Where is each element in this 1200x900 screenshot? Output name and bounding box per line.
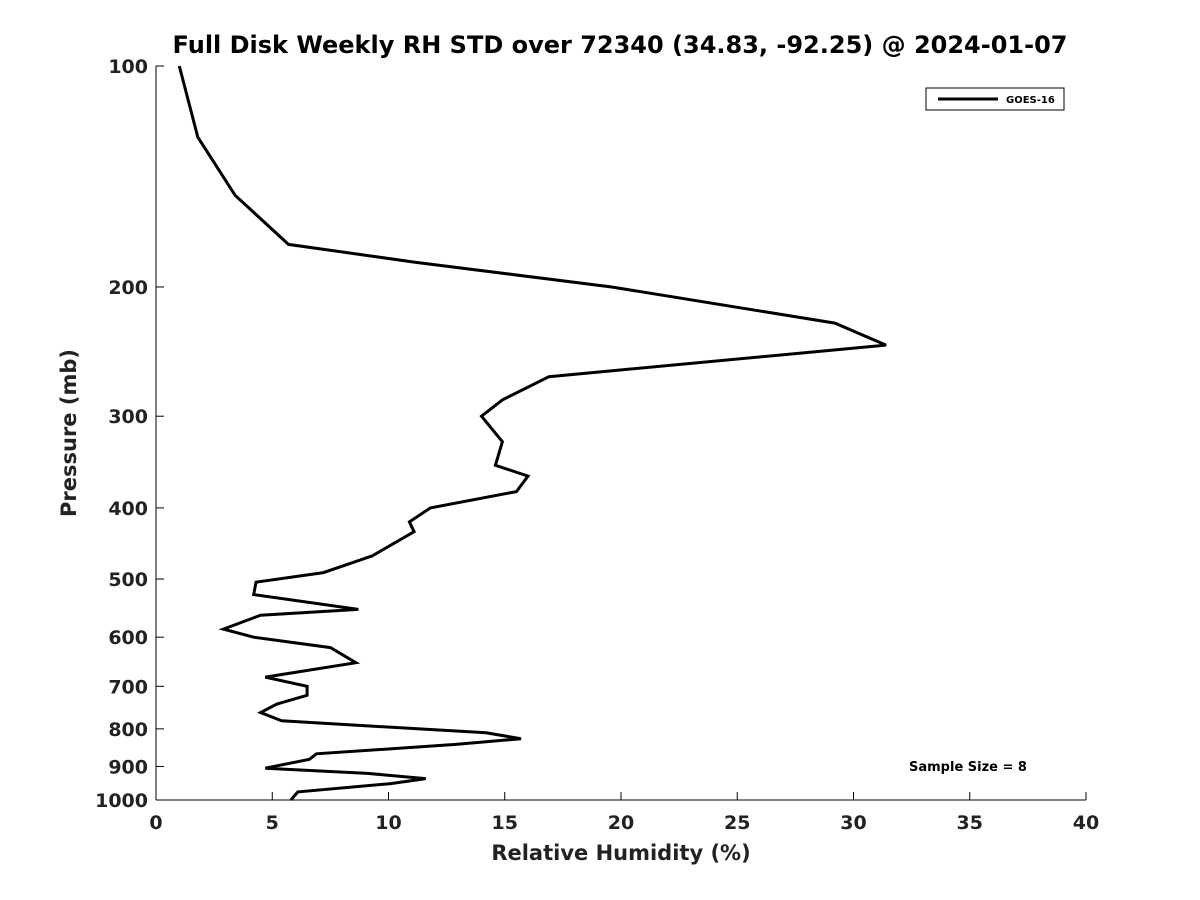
x-tick-label: 20 — [608, 812, 634, 834]
x-tick-label: 15 — [492, 812, 518, 834]
y-tick-label: 700 — [108, 676, 148, 698]
x-ticks: 0 5 10 15 20 25 30 35 40 — [149, 792, 1099, 834]
sample-size-annotation: Sample Size = 8 — [909, 760, 1027, 775]
y-ticks: 100 200 300 400 500 600 700 800 900 1000 — [95, 56, 164, 812]
y-tick-label: 900 — [108, 756, 148, 778]
y-tick-label: 200 — [108, 277, 148, 299]
y-tick-label: 800 — [108, 719, 148, 741]
x-tick-label: 10 — [375, 812, 401, 834]
y-tick-label: 100 — [108, 56, 148, 78]
x-tick-label: 30 — [840, 812, 866, 834]
series-layer — [177, 65, 887, 801]
plot-area — [155, 66, 1086, 801]
x-tick-label: 0 — [149, 812, 162, 834]
y-tick-label: 500 — [108, 569, 148, 591]
legend: GOES-16 — [925, 87, 1065, 111]
x-axis-label: Relative Humidity (%) — [491, 841, 750, 865]
x-tick-label: 40 — [1073, 812, 1099, 834]
y-tick-label: 300 — [108, 406, 148, 428]
x-tick-label: 35 — [957, 812, 983, 834]
legend-label-goes-16: GOES-16 — [1006, 95, 1055, 106]
y-tick-label: 1000 — [95, 790, 148, 812]
x-tick-label: 25 — [724, 812, 750, 834]
y-tick-label: 400 — [108, 498, 148, 520]
x-tick-label: 5 — [266, 812, 279, 834]
chart-title: Full Disk Weekly RH STD over 72340 (34.8… — [173, 31, 1068, 59]
series-line-goes-16 — [177, 65, 887, 801]
y-axis-label: Pressure (mb) — [57, 349, 81, 517]
y-tick-label: 600 — [108, 627, 148, 649]
